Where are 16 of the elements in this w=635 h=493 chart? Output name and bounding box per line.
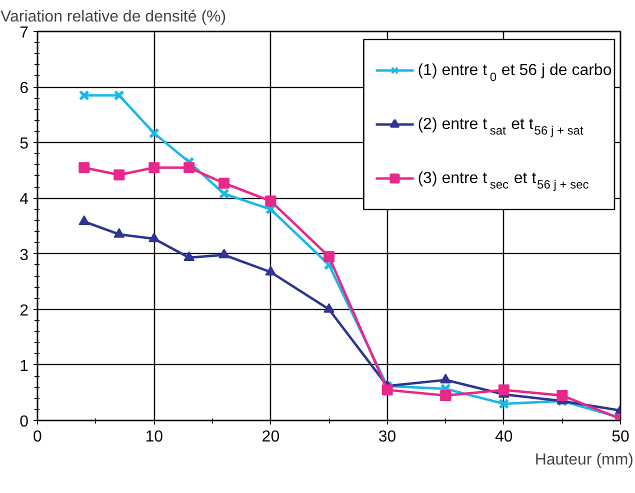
y-tick-label: 0: [20, 414, 29, 430]
x-axis-title: Hauteur (mm): [534, 452, 634, 468]
y-tick-label: 2: [20, 302, 29, 320]
x-tick-label: 0: [33, 428, 42, 446]
y-tick-label: 5: [20, 136, 29, 153]
y-tick-label: 7: [20, 24, 29, 42]
y-tick-label: 4: [20, 191, 29, 208]
x-tick-label: 50: [612, 428, 630, 446]
y-tick-label: 6: [20, 80, 29, 98]
y-tick-label: 3: [20, 246, 29, 264]
x-tick-label: 30: [378, 428, 396, 446]
x-tick-label: 20: [262, 428, 280, 446]
x-tick-label: 40: [495, 428, 513, 446]
y-tick-label: 1: [20, 358, 29, 375]
y-axis-title: Variation relative de densité (%): [0, 8, 226, 26]
x-tick-label: 10: [145, 428, 164, 446]
